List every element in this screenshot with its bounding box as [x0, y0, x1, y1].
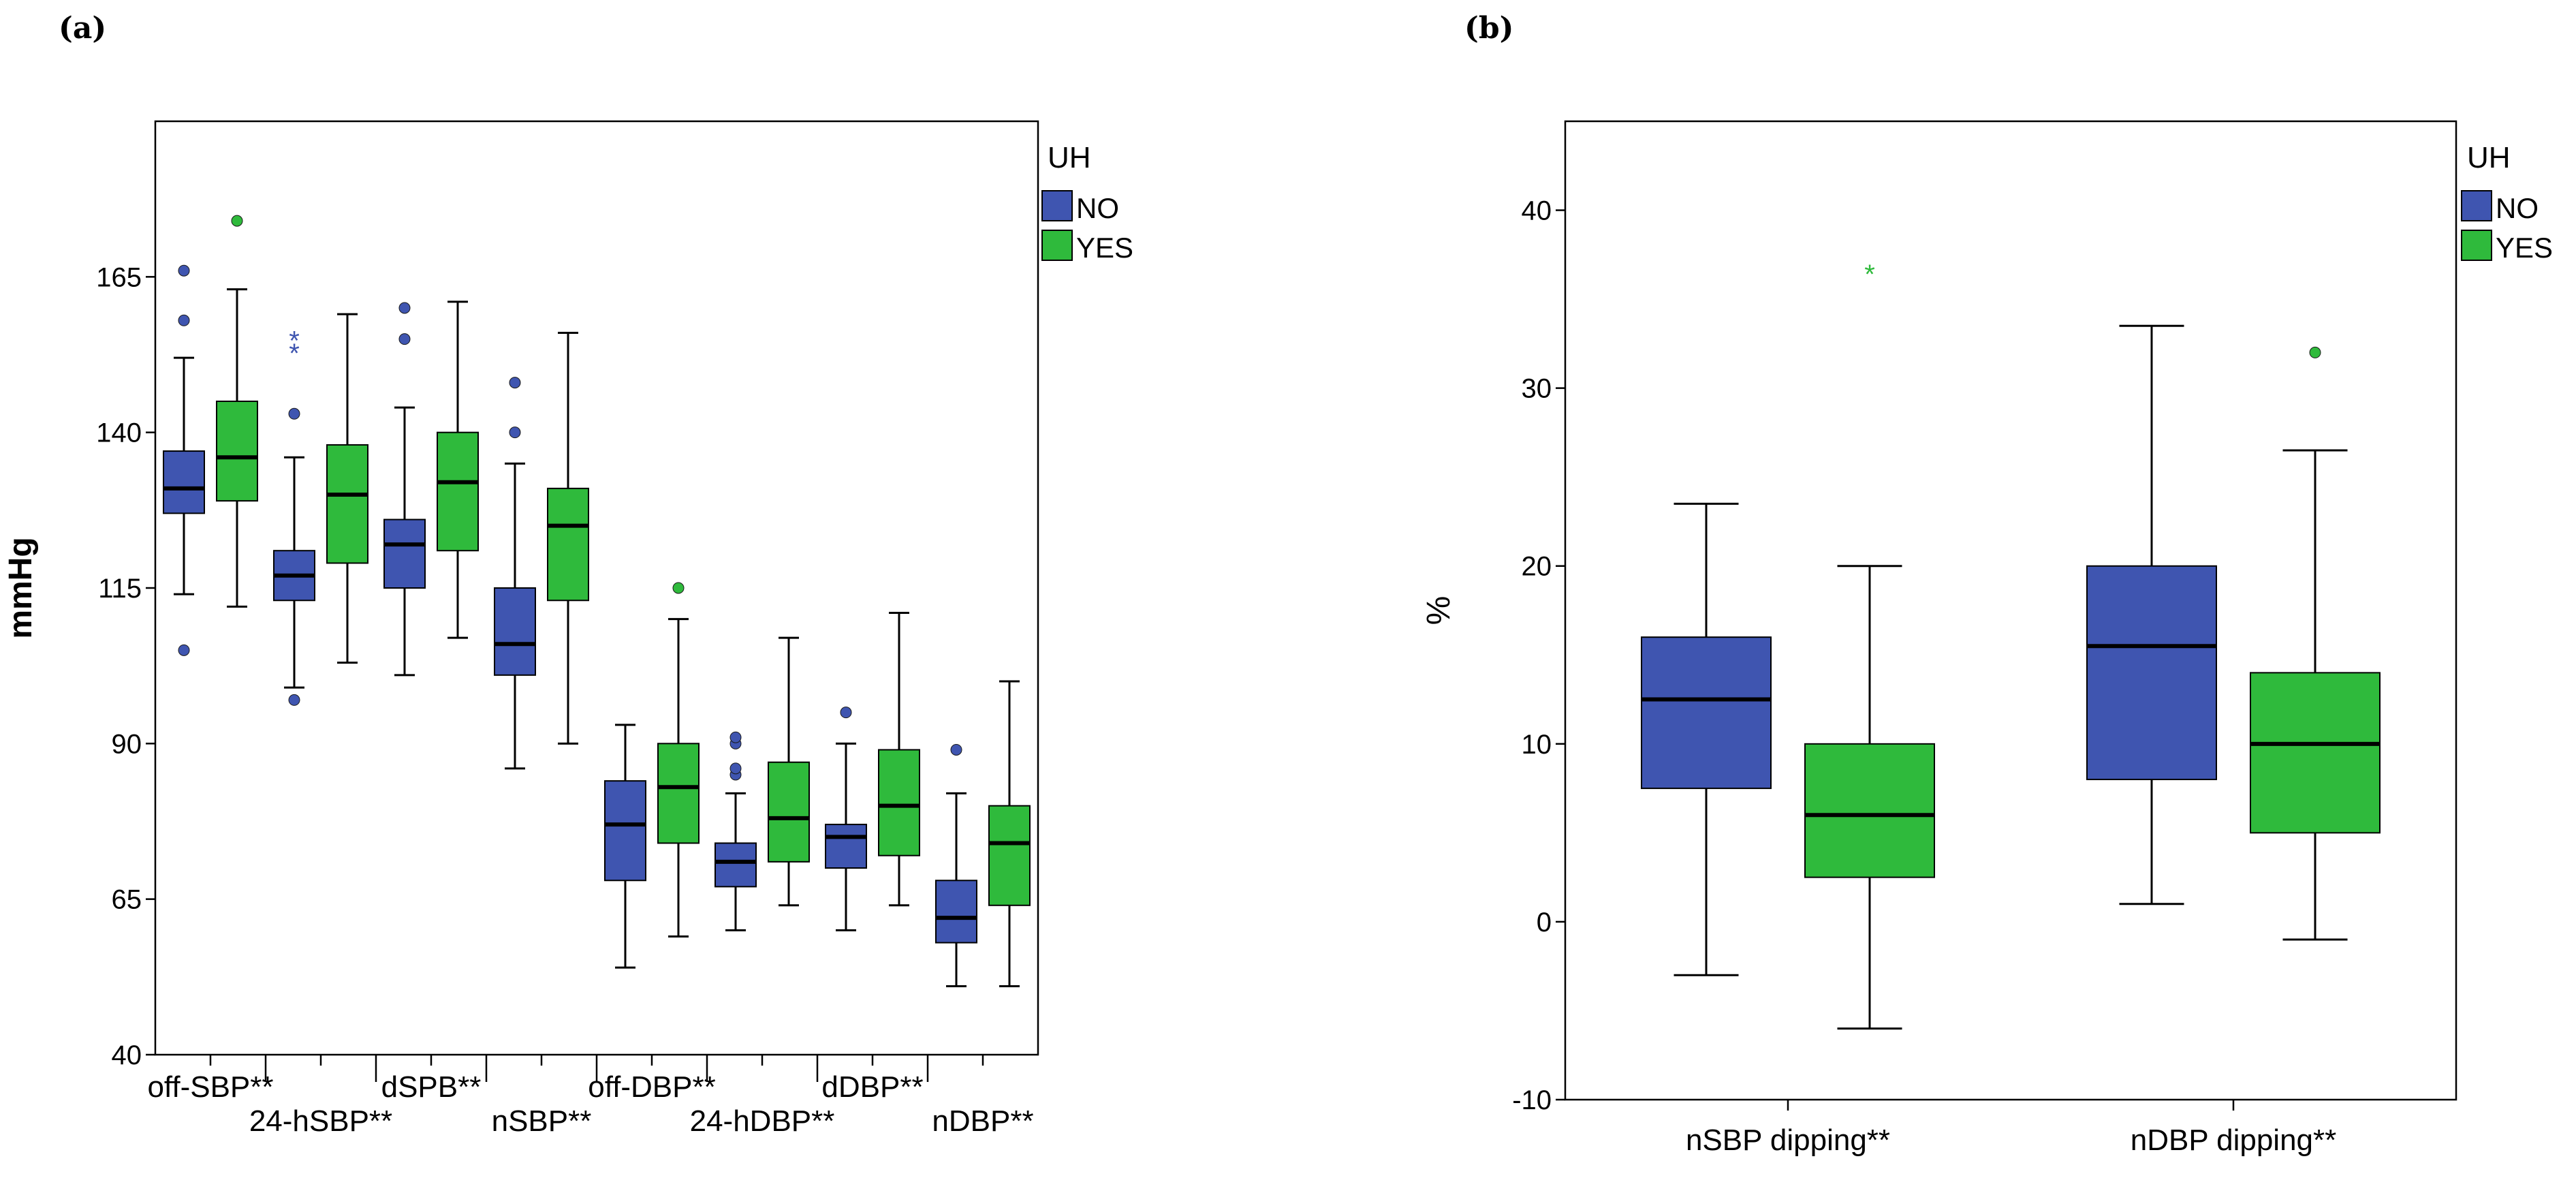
y-tick-label: 140	[96, 418, 142, 448]
y-tick-label: 90	[112, 729, 142, 759]
legend-swatch-yes-b	[2461, 230, 2492, 261]
legend-title-a: UH	[1048, 141, 1091, 174]
box-no	[1641, 636, 1772, 790]
legend-title-b: UH	[2467, 141, 2511, 174]
outlier-point	[288, 407, 300, 420]
outlier-point	[178, 314, 190, 326]
legend-swatch-yes-a	[1041, 230, 1073, 261]
box-yes	[2250, 672, 2381, 834]
y-tick-label: 40	[1522, 196, 1552, 226]
box-no	[163, 450, 205, 514]
box-yes	[1804, 743, 1935, 878]
box-no	[825, 824, 867, 869]
y-axis-title-a: mmHg	[3, 537, 39, 638]
panel-a: (a) mmHg 40 65 90 115 140 165 off-SBP**24-hSBP…	[3, 11, 1133, 1138]
y-tick-label: 65	[112, 885, 142, 915]
extreme-point: *	[289, 326, 300, 356]
panel-b: (b) % -10 0 10 20 30 40 nSBP dipping** * nDBP di…	[1421, 11, 2553, 1157]
outlier-point	[178, 264, 190, 277]
outlier-point	[729, 762, 742, 775]
box-no	[604, 780, 646, 882]
plot-area-b: -10 0 10 20 30 40 nSBP dipping** * nDBP dipping*…	[1512, 120, 2457, 1157]
y-tick-label: 10	[1522, 730, 1552, 760]
category-label: off-DBP**	[588, 1070, 716, 1104]
category-label: 24-hSBP**	[249, 1104, 392, 1138]
category-label: nSBP dipping**	[1686, 1124, 1890, 1157]
box-yes	[326, 444, 368, 564]
legend-swatch-no-a	[1041, 190, 1073, 221]
panel-label-b: (b)	[1464, 11, 1513, 46]
box-yes	[657, 743, 700, 844]
panel-label-a: (a)	[59, 11, 106, 46]
box-yes	[878, 749, 920, 856]
category-label: nDBP dipping**	[2131, 1124, 2337, 1157]
outlier-point	[509, 427, 521, 439]
legend-label-no-b: NO	[2496, 192, 2539, 224]
category-label: nDBP**	[932, 1104, 1033, 1138]
legend-label-no-a: NO	[1076, 192, 1119, 224]
box-no	[494, 587, 536, 676]
outlier-point	[178, 644, 190, 656]
box-no	[935, 880, 977, 944]
box-no	[383, 518, 426, 589]
box-no	[2086, 565, 2217, 781]
box-yes	[768, 761, 810, 863]
box-no	[714, 842, 757, 888]
y-tick-label: 20	[1522, 552, 1552, 582]
box-yes	[437, 431, 479, 552]
outlier-point	[840, 707, 852, 719]
outlier-point	[398, 333, 411, 345]
legend-b: UH NO YES	[2461, 141, 2553, 264]
category-label: 24-hDBP**	[690, 1104, 835, 1138]
extreme-point: *	[1864, 260, 1875, 290]
box-yes	[547, 487, 589, 602]
y-tick-label: 0	[1537, 908, 1552, 938]
y-tick-label: 40	[112, 1040, 142, 1070]
category-label: dDBP**	[821, 1070, 923, 1104]
outlier-point	[288, 694, 300, 706]
outlier-point	[398, 302, 411, 314]
legend-label-yes-b: YES	[2496, 232, 2553, 264]
category-label: off-SBP**	[147, 1070, 273, 1104]
outlier-point	[231, 215, 243, 227]
outlier-point	[672, 582, 685, 594]
outlier-point	[729, 731, 742, 743]
box-yes	[216, 401, 258, 502]
legend-label-yes-a: YES	[1076, 232, 1133, 264]
box-yes	[988, 805, 1031, 906]
y-tick-label: 165	[96, 262, 142, 292]
legend-swatch-no-b	[2461, 190, 2492, 221]
extreme-point: *	[289, 339, 300, 369]
outlier-point	[2309, 346, 2321, 358]
outlier-point	[950, 743, 962, 756]
category-label: dSPB**	[381, 1070, 482, 1104]
y-tick-label: -10	[1512, 1085, 1552, 1115]
y-tick-label: 115	[98, 574, 142, 604]
y-axis-title-b: %	[1421, 596, 1457, 625]
category-label: nSBP**	[492, 1104, 592, 1138]
plot-area-a: 40 65 90 115 140 165 off-SBP**24-hSBP** ** dSPB*…	[96, 120, 1039, 1138]
legend-a: UH NO YES	[1041, 141, 1133, 264]
y-tick-label: 30	[1522, 374, 1552, 404]
outlier-point	[509, 377, 521, 389]
plot-frame	[1564, 120, 2457, 1101]
